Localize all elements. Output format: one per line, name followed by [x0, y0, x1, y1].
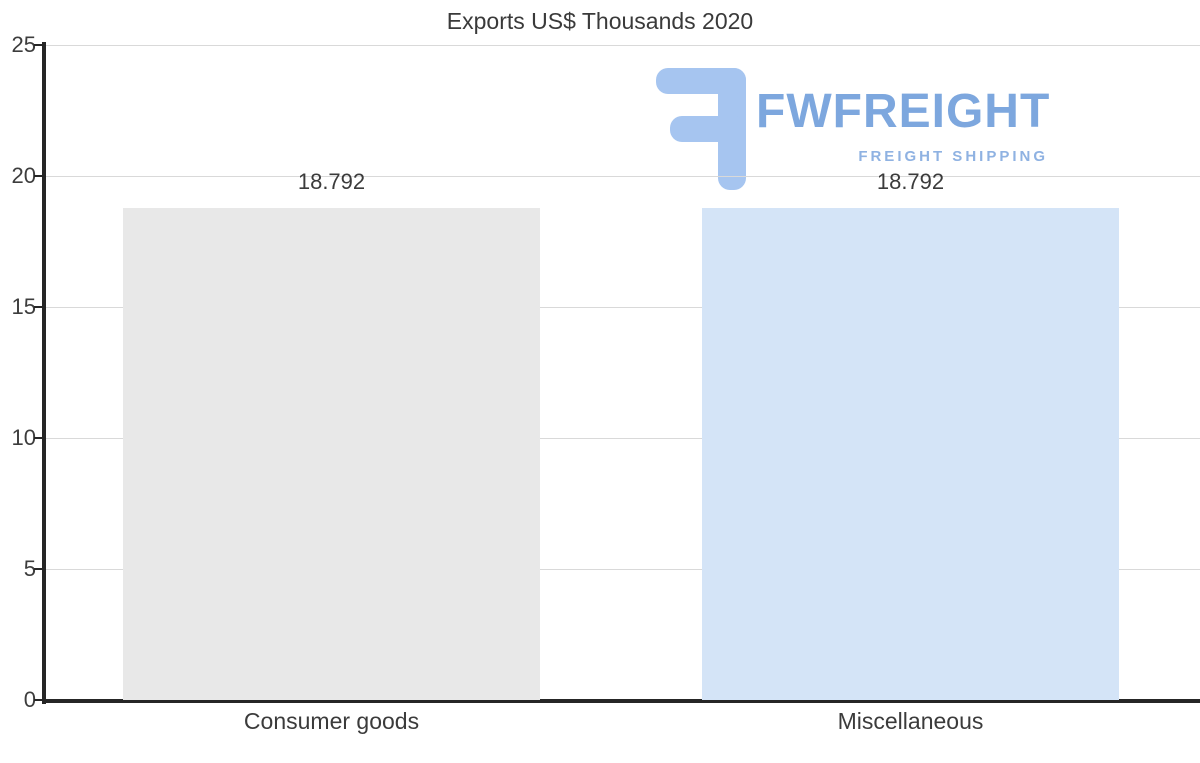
y-axis-tick-mark — [34, 437, 42, 439]
y-axis-tick-label: 0 — [23, 687, 36, 712]
brand-name: FWFREIGHT — [756, 85, 1051, 138]
x-axis-line — [42, 699, 1200, 703]
y-axis-tick-mark — [34, 175, 42, 177]
chart-title: Exports US$ Thousands 2020 — [446, 8, 754, 34]
x-axis-category-label: Miscellaneous — [837, 708, 984, 734]
bar-miscellaneous — [702, 207, 1119, 700]
gridline — [46, 568, 1200, 570]
y-axis-tick-label: 10 — [11, 425, 36, 450]
brand-watermark: FWFREIGHT FREIGHT SHIPPING — [648, 66, 1158, 190]
gridline — [46, 437, 1200, 439]
y-axis-tick-mark — [34, 44, 42, 46]
bar-consumer-goods — [123, 207, 540, 700]
y-axis-tick-label: 5 — [23, 556, 36, 581]
bar-value-label: 18.792 — [297, 168, 366, 194]
y-axis-tick-mark — [34, 699, 42, 701]
y-axis-line — [42, 42, 46, 704]
y-axis-tick-label: 15 — [11, 294, 36, 319]
brand-tagline: FREIGHT SHIPPING — [858, 148, 1048, 165]
y-axis-tick-label: 20 — [11, 163, 36, 188]
y-axis-tick-mark — [34, 306, 42, 308]
x-axis-category-label: Consumer goods — [243, 708, 420, 734]
gridline — [46, 306, 1200, 308]
fwfreight-logo-icon — [648, 68, 748, 193]
gridline — [46, 44, 1200, 46]
y-axis-tick-mark — [34, 568, 42, 570]
